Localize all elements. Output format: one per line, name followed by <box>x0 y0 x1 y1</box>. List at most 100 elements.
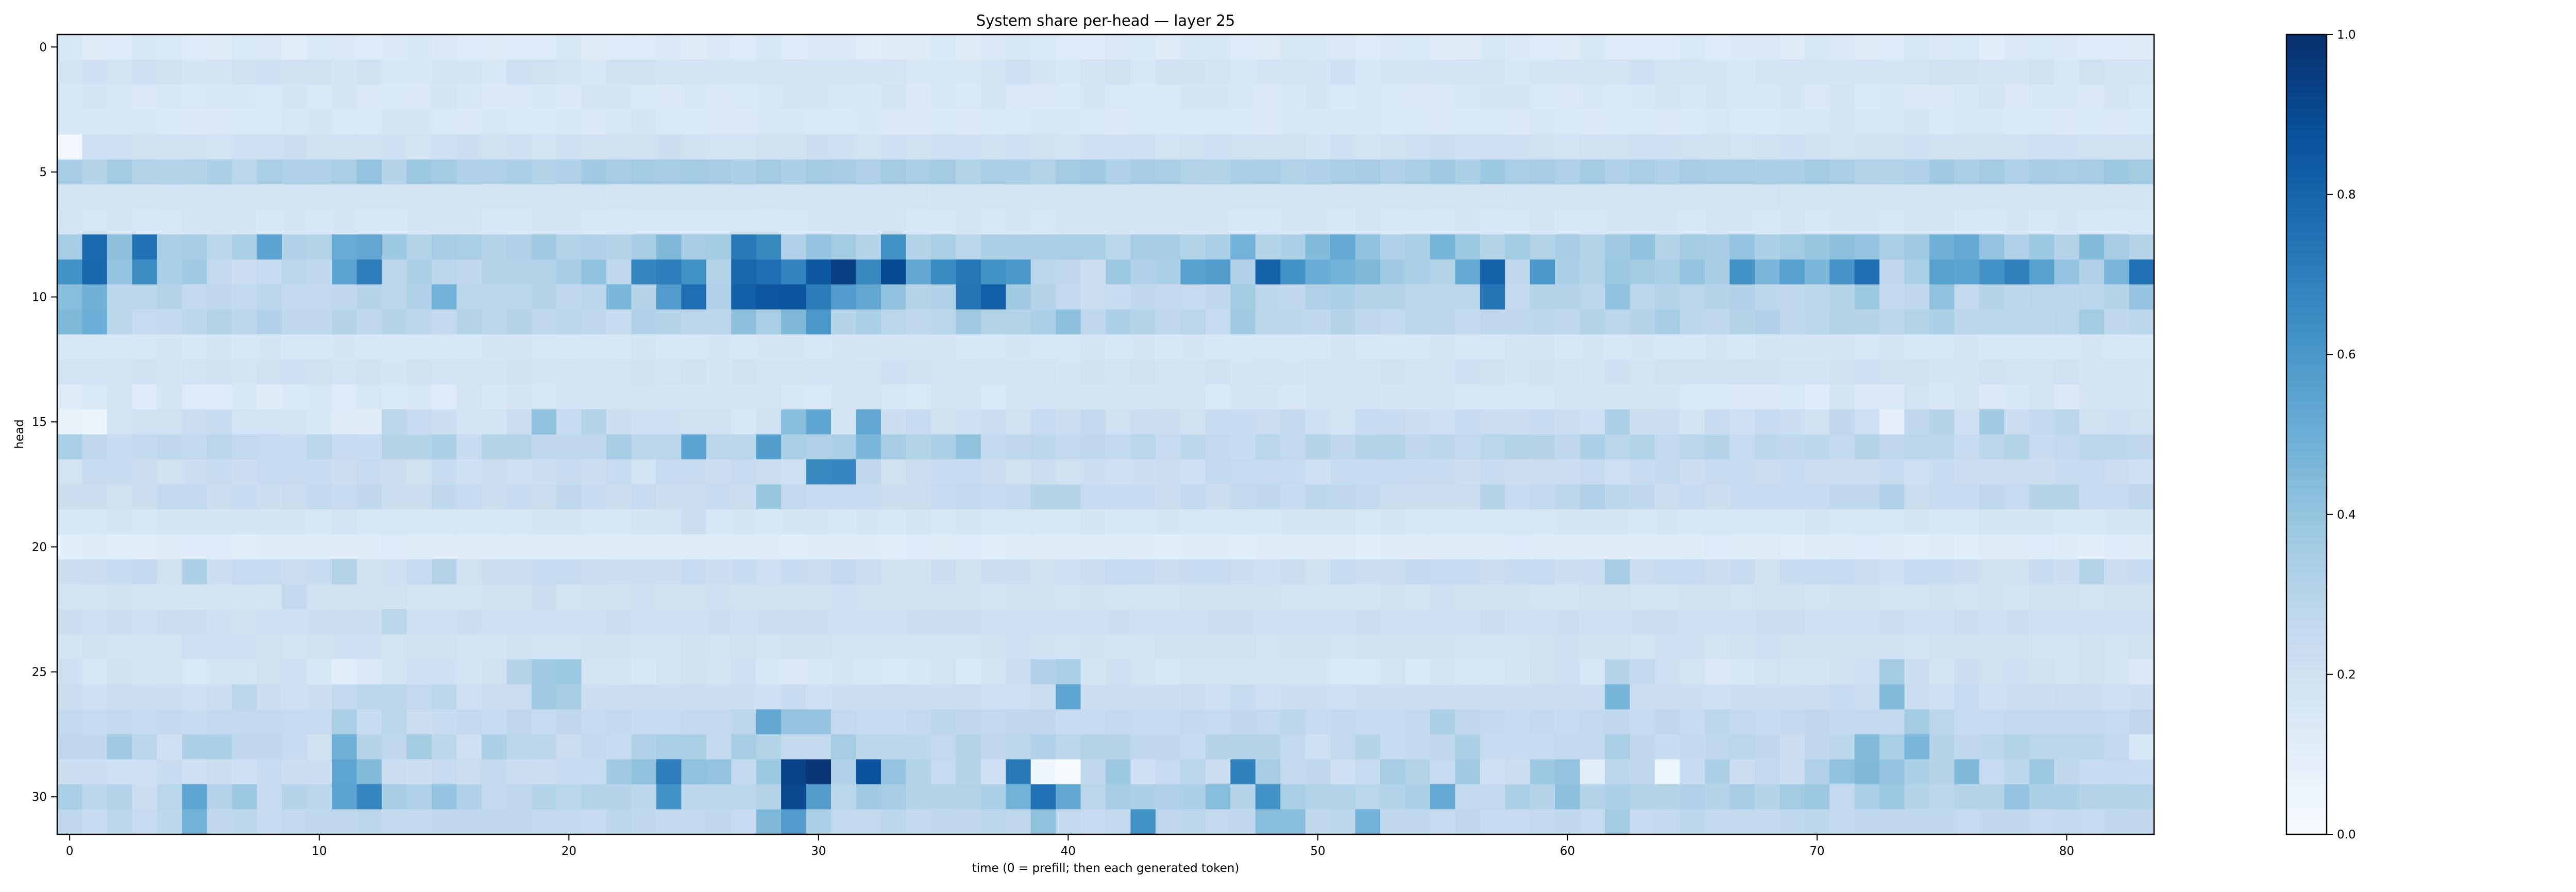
heatmap-cell <box>1505 84 1531 110</box>
heatmap-cell <box>930 734 956 760</box>
heatmap-cell <box>2004 109 2030 135</box>
heatmap-cell <box>681 359 707 385</box>
heatmap-cell <box>1780 159 1805 185</box>
heatmap-cell <box>1730 584 1755 610</box>
heatmap-cell <box>1929 659 1955 685</box>
heatmap-cell <box>731 659 757 685</box>
heatmap-cell <box>132 634 158 660</box>
heatmap-cell <box>531 559 557 585</box>
heatmap-cell <box>1155 35 1181 60</box>
heatmap-cell <box>1879 759 1905 785</box>
heatmap-cell <box>232 134 258 160</box>
heatmap-cell <box>456 359 482 385</box>
heatmap-cell <box>1006 134 1031 160</box>
heatmap-cell <box>1455 84 1481 110</box>
heatmap-cell <box>1730 134 1755 160</box>
heatmap-cell <box>706 309 732 335</box>
heatmap-cell <box>1754 759 1780 785</box>
heatmap-cell <box>781 59 807 85</box>
heatmap-cell <box>1804 59 1830 85</box>
heatmap-cell <box>1854 684 1880 710</box>
heatmap-cell <box>2029 209 2055 235</box>
heatmap-cell <box>2129 284 2155 310</box>
heatmap-cell <box>1380 734 1406 760</box>
heatmap-cell <box>1355 59 1381 85</box>
heatmap-cell <box>1954 209 1980 235</box>
heatmap-cell <box>381 684 407 710</box>
heatmap-cell <box>2104 259 2130 285</box>
heatmap-cell <box>930 109 956 135</box>
heatmap-cell <box>756 584 782 610</box>
heatmap-cell <box>1255 684 1281 710</box>
heatmap-cell <box>656 84 682 110</box>
heatmap-cell <box>2004 334 2030 360</box>
heatmap-cell <box>1680 634 1705 660</box>
heatmap-cell <box>1854 434 1880 460</box>
heatmap-cell <box>806 609 832 635</box>
heatmap-cell <box>1080 734 1106 760</box>
heatmap-cell <box>82 659 108 685</box>
heatmap-cell <box>2079 209 2105 235</box>
heatmap-cell <box>1829 59 1855 85</box>
heatmap-cell <box>506 384 532 410</box>
heatmap-cell <box>856 509 882 535</box>
heatmap-cell <box>1205 534 1231 560</box>
heatmap-cell <box>2004 134 2030 160</box>
heatmap-cell <box>1355 584 1381 610</box>
heatmap-cell <box>1330 734 1356 760</box>
heatmap-cell <box>57 784 83 810</box>
heatmap-cell <box>2129 784 2155 810</box>
heatmap-cell <box>756 559 782 585</box>
heatmap-cell <box>157 409 182 435</box>
heatmap-cell <box>1405 784 1431 810</box>
heatmap-cell <box>2029 459 2055 485</box>
heatmap-cell <box>581 659 607 685</box>
heatmap-cell <box>1155 634 1181 660</box>
heatmap-cell <box>1704 584 1730 610</box>
heatmap-cell <box>1605 35 1631 60</box>
heatmap-cell <box>1854 259 1880 285</box>
heatmap-cell <box>1205 359 1231 385</box>
heatmap-cell <box>1879 59 1905 85</box>
heatmap-cell <box>1829 109 1855 135</box>
heatmap-cell <box>1056 334 1081 360</box>
heatmap-cell <box>307 159 332 185</box>
heatmap-cell <box>856 409 882 435</box>
heatmap-cell <box>232 159 258 185</box>
heatmap-cell <box>2004 209 2030 235</box>
heatmap-cell <box>456 84 482 110</box>
heatmap-cell <box>781 84 807 110</box>
heatmap-cell <box>1380 59 1406 85</box>
heatmap-cell <box>157 384 182 410</box>
heatmap-cell <box>531 784 557 810</box>
heatmap-cell <box>1006 109 1031 135</box>
heatmap-cell <box>1430 209 1455 235</box>
heatmap-cell <box>331 809 358 835</box>
heatmap-cell <box>357 759 382 785</box>
heatmap-cell <box>182 284 208 310</box>
heatmap-cell <box>481 84 507 110</box>
heatmap-cell <box>2079 184 2105 210</box>
heatmap-cell <box>1255 134 1281 160</box>
heatmap-cell <box>856 809 882 835</box>
heatmap-cell <box>856 134 882 160</box>
heatmap-cell <box>406 684 432 710</box>
heatmap-cell <box>2129 684 2155 710</box>
heatmap-cell <box>880 409 906 435</box>
heatmap-cell <box>956 284 981 310</box>
heatmap-cell <box>157 334 182 360</box>
heatmap-cell <box>1030 509 1056 535</box>
heatmap-cell <box>381 134 407 160</box>
x-tick-label: 60 <box>1560 845 1575 858</box>
heatmap-cell <box>1704 159 1730 185</box>
heatmap-cell <box>1555 309 1581 335</box>
heatmap-cell <box>1180 784 1206 810</box>
heatmap-cell <box>1006 35 1031 60</box>
heatmap-cell <box>232 734 258 760</box>
heatmap-cell <box>307 209 332 235</box>
heatmap-cell <box>906 259 931 285</box>
heatmap-cell <box>930 84 956 110</box>
heatmap-cell <box>506 709 532 735</box>
y-tick-label: 30 <box>32 791 47 804</box>
heatmap-cell <box>1954 759 1980 785</box>
